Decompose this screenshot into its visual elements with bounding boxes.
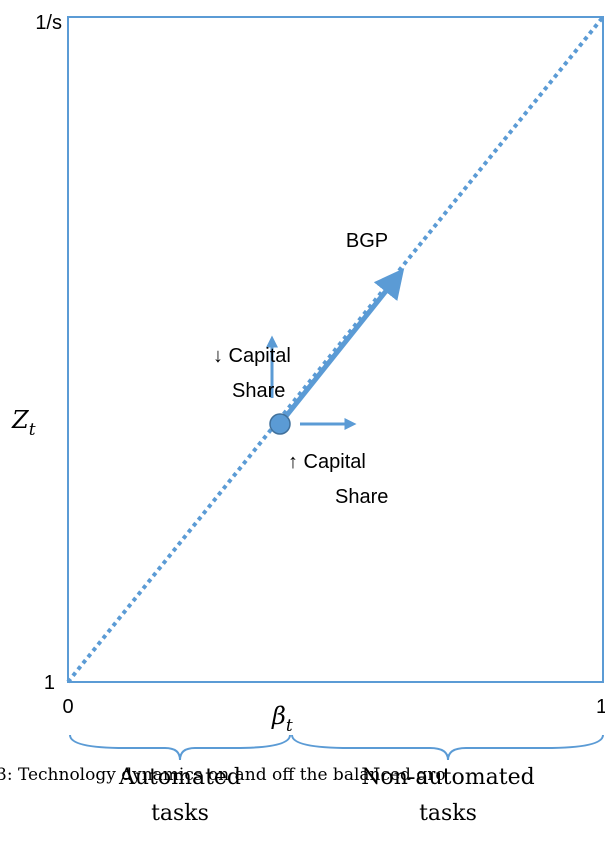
x-mid-sub: t [286,716,293,736]
y-label-sub: t [29,420,36,440]
down-share-line2: Share [232,380,285,402]
brace-left-line2: tasks [151,801,209,826]
brace-right [291,734,604,761]
x-left-label: 0 [62,696,73,718]
state-dot [269,413,291,435]
caption: 3: Technology dynamics on and off the ba… [0,765,446,785]
up-share-line2: Share [335,486,388,508]
brace-right-line2: tasks [419,801,477,826]
y-top-label: 1/s [35,12,62,34]
bgp-label: BGP [346,230,388,252]
brace-right-line1: Non-automated [361,765,534,790]
y-label: Zt [11,406,36,440]
plot-frame [67,16,604,683]
y-bottom-label: 1 [44,672,55,694]
bgp-arrow [281,268,405,422]
down-share-line1: ↓ Capital [213,345,291,367]
x-right-label: 1 [596,696,605,718]
up-share-line1: ↑ Capital [288,451,366,473]
y-label-main: Z [11,406,30,434]
brace-left-line1: Automated [118,765,241,790]
x-mid-main: β [271,702,286,730]
brace-left [69,734,291,761]
x-mid-label: βt [271,702,293,736]
diagonal [66,15,605,684]
